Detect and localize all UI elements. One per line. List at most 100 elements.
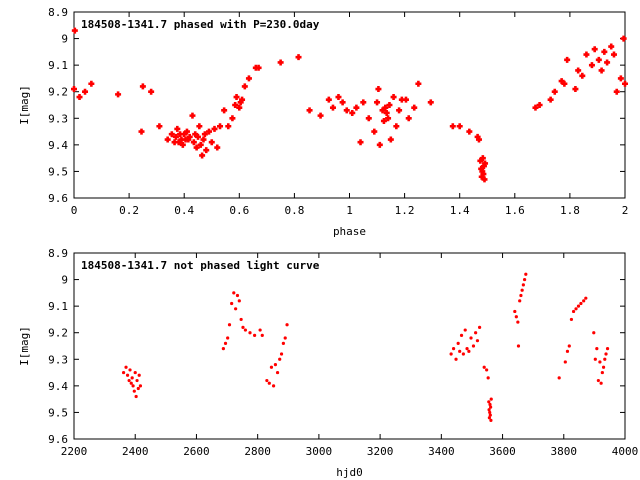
phased-axis-ticks: 0 0.2 0.4 0.6 0.8 1 1.2 1.4 1.6 1.8 2 8.9 9 9.1 9.2 9.3… — [48, 6, 628, 217]
phased-y-tick-label: 9.2 — [48, 86, 68, 99]
phased-data-point — [579, 72, 586, 79]
unphased-plot-frame — [73, 252, 626, 440]
phased-data-point — [479, 155, 486, 162]
phased-data-point — [449, 123, 456, 130]
unphased-data-point — [451, 347, 456, 351]
phased-data-point — [214, 144, 221, 151]
unphased-data-point — [127, 378, 131, 383]
unphased-data-point — [521, 283, 525, 287]
phased-data-point — [551, 88, 558, 95]
unphased-data-point — [593, 357, 597, 361]
phased-data-point — [76, 94, 83, 101]
unphased-data-point — [571, 309, 576, 314]
phased-data-point — [610, 51, 617, 58]
phased-data-point — [186, 133, 193, 140]
phased-data-point — [617, 75, 624, 82]
unphased-data-point — [124, 365, 128, 369]
phased-data-point — [357, 139, 364, 146]
phased-data-point — [564, 56, 571, 63]
phased-data-point — [620, 35, 627, 42]
unphased-data-point — [227, 323, 232, 327]
unphased-data-point — [569, 317, 574, 322]
phased-data-point — [241, 83, 248, 90]
phased-data-point — [189, 112, 196, 119]
unphased-light-curve-panel: 184508-1341.7 not phased light curve hjd… — [18, 247, 638, 479]
phased-y-tick-label: 9.3 — [48, 112, 68, 125]
phased-data-point — [199, 152, 206, 159]
unphased-data-point — [130, 376, 134, 380]
unphased-x-tick-label: 2400 — [122, 445, 149, 458]
phased-data-point — [71, 86, 77, 93]
unphased-data-point — [488, 410, 492, 415]
phased-light-curve-panel: 184508-1341.7 phased with P=230.0day pha… — [18, 6, 628, 238]
unphased-data-point — [469, 336, 473, 340]
unphased-y-tick-label: 9.1 — [48, 300, 68, 313]
phased-data-point — [601, 48, 608, 55]
unphased-data-point — [598, 360, 602, 364]
unphased-data-point — [278, 357, 282, 361]
phased-data-point — [255, 64, 262, 71]
phased-data-point — [405, 115, 412, 122]
phased-data-point — [572, 86, 579, 93]
phased-data-point — [245, 75, 252, 82]
unphased-data-point — [519, 293, 523, 298]
unphased-data-point — [273, 363, 278, 367]
unphased-data-point — [241, 325, 245, 329]
phased-data-point — [365, 115, 372, 122]
unphased-y-tick-label: 9.4 — [48, 380, 68, 393]
unphased-data-point — [454, 357, 458, 361]
unphased-data-point — [516, 320, 520, 324]
phased-y-tick-label: 9.6 — [48, 192, 68, 205]
unphased-data-point — [285, 323, 289, 327]
unphased-data-point — [128, 368, 132, 372]
unphased-data-point — [221, 347, 225, 351]
phased-x-tick-label: 0 — [71, 204, 78, 217]
unphased-axis-ticks: 2200 2400 2600 2800 3000 3200 3400 3600 3800 4000… — [48, 247, 638, 458]
phased-data-point — [179, 141, 186, 148]
unphased-data-point — [283, 336, 287, 340]
phased-data-point — [156, 123, 163, 130]
phased-x-tick-label: 1.6 — [505, 204, 525, 217]
phased-data-point — [329, 104, 336, 111]
phased-data-point — [193, 144, 200, 151]
unphased-data-point — [135, 378, 139, 383]
unphased-data-point — [253, 333, 257, 337]
phased-data-point — [360, 99, 367, 106]
unphased-data-point — [458, 349, 462, 353]
unphased-x-tick-label: 3400 — [428, 445, 455, 458]
phased-data-point — [88, 80, 95, 87]
phased-data-point — [295, 54, 302, 61]
unphased-data-point — [138, 384, 143, 388]
phased-data-point — [536, 102, 543, 108]
phased-data-point — [236, 104, 243, 111]
unphased-data-point — [471, 344, 476, 348]
unphased-data-point — [489, 418, 493, 422]
unphased-data-point — [488, 402, 492, 407]
unphased-data-point — [604, 352, 608, 356]
phased-data-point — [190, 139, 197, 146]
phased-data-point — [239, 96, 246, 103]
phased-data-point — [402, 96, 409, 103]
phased-data-point — [277, 59, 284, 66]
phased-data-point — [317, 112, 324, 119]
unphased-data-point — [132, 389, 136, 393]
phased-data-point — [374, 99, 381, 106]
unphased-data-point — [584, 296, 588, 300]
phased-data-point — [164, 136, 171, 143]
unphased-data-point — [522, 277, 527, 282]
phased-data-point — [339, 99, 346, 106]
phased-data-point — [375, 86, 382, 93]
unphased-x-axis-label: hjd0 — [336, 466, 363, 479]
phased-data-point — [82, 88, 89, 95]
phased-data-point — [353, 104, 360, 111]
phased-x-tick-label: 1 — [346, 204, 353, 217]
phased-data-point — [183, 128, 190, 135]
phased-x-axis-label: phase — [333, 225, 366, 238]
unphased-data-point — [487, 408, 491, 412]
phased-x-tick-label: 2 — [622, 204, 629, 217]
unphased-x-tick-label: 2800 — [244, 445, 271, 458]
phased-y-tick-label: 9.5 — [48, 165, 68, 178]
unphased-data-point — [487, 400, 491, 404]
unphased-data-point — [474, 331, 478, 335]
unphased-y-tick-label: 9.3 — [48, 353, 68, 366]
